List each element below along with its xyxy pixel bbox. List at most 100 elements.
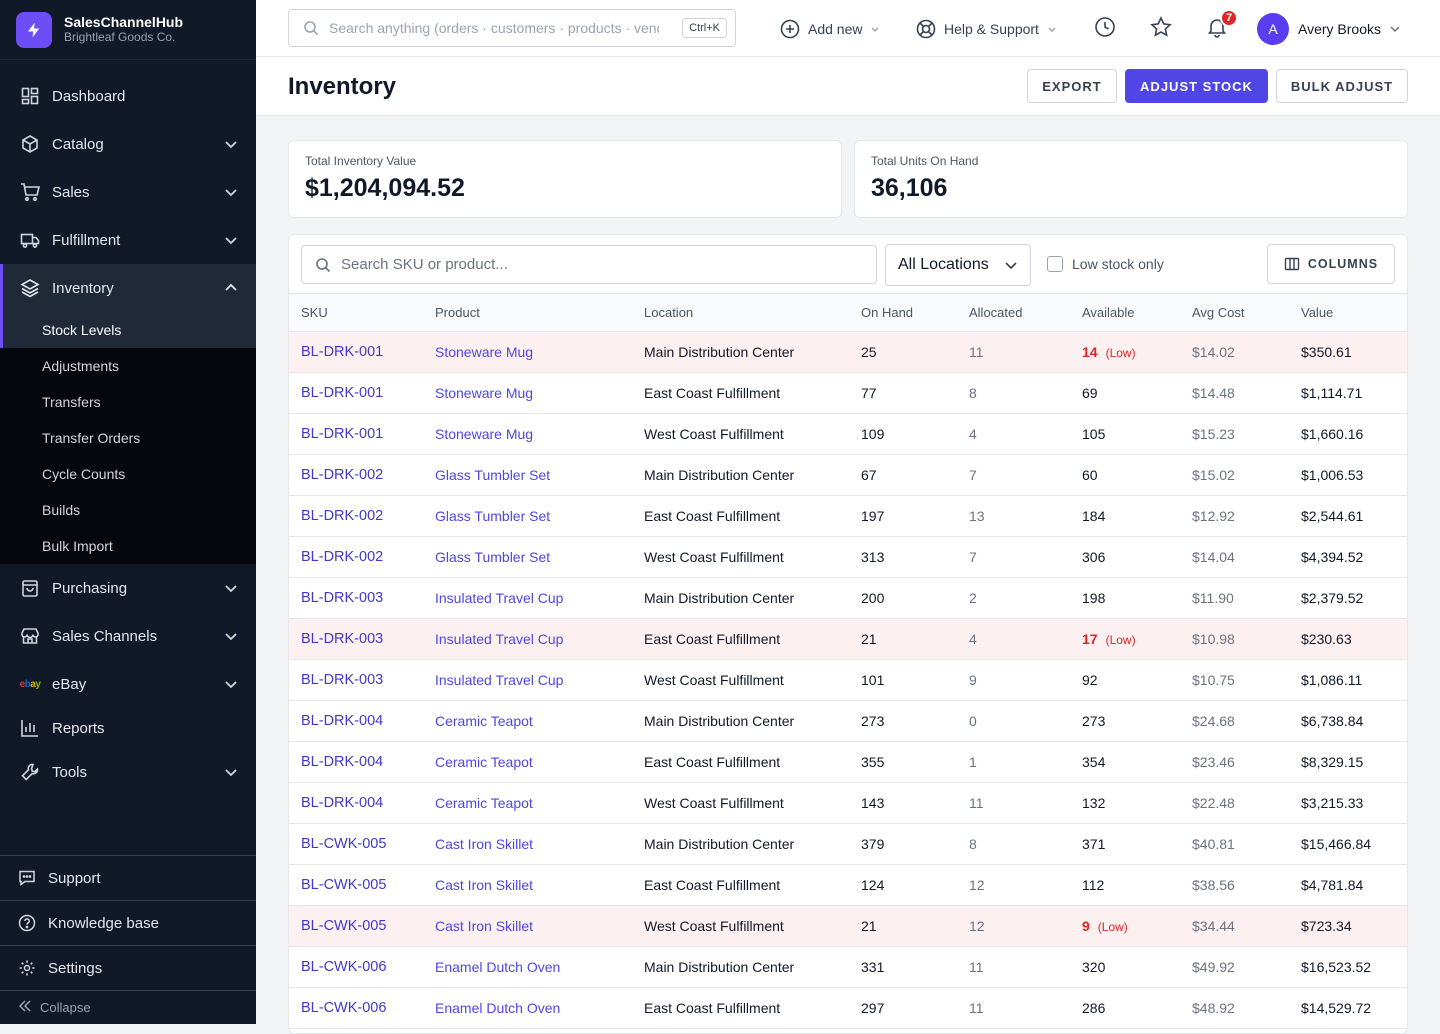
low-stock-toggle[interactable]: Low stock only (1047, 256, 1164, 272)
nav-tools[interactable]: Tools (0, 748, 256, 796)
cell-sku-link[interactable]: BL-CWK-005 (301, 876, 387, 893)
chevron-down-icon (225, 237, 237, 245)
brand[interactable]: SalesChannelHub Brightleaf Goods Co. (0, 0, 256, 60)
cell-sku-link[interactable]: BL-DRK-003 (301, 589, 384, 606)
subnav-adjustments[interactable]: Adjustments (42, 358, 120, 374)
header-available[interactable]: Available (1070, 294, 1180, 332)
global-search-input[interactable] (329, 20, 659, 36)
cell-product-link[interactable]: Ceramic Teapot (435, 794, 533, 811)
cell-product-link[interactable]: Stoneware Mug (435, 384, 534, 401)
cell-product-link[interactable]: Cast Iron Skillet (435, 876, 534, 893)
cell-sku-link[interactable]: BL-DRK-003 (301, 630, 384, 647)
table-row[interactable]: BL-DRK-003 Insulated Travel Cup Main Distr… (289, 577, 1407, 618)
table-row[interactable]: BL-DRK-002 Glass Tumbler Set Main Distribu… (289, 454, 1407, 495)
cell-sku-link[interactable]: BL-DRK-004 (301, 794, 384, 811)
cell-product-link[interactable]: Enamel Dutch Oven (435, 958, 561, 975)
cell-product-link[interactable]: Stoneware Mug (435, 425, 534, 442)
cell-sku-link[interactable]: BL-DRK-002 (301, 507, 384, 524)
nav-sales[interactable]: Sales (0, 168, 256, 216)
subnav-stock-levels[interactable]: Stock Levels (0, 312, 256, 348)
subnav-transfer-orders[interactable]: Transfer Orders (42, 430, 141, 446)
header-avg-cost[interactable]: Avg Cost (1180, 294, 1289, 332)
cell-product-link[interactable]: Glass Tumbler Set (435, 507, 551, 524)
table-row[interactable]: BL-DRK-002 Glass Tumbler Set East Coast Fu… (289, 495, 1407, 536)
subnav-cycle-counts[interactable]: Cycle Counts (42, 466, 126, 482)
cell-sku-link[interactable]: BL-DRK-001 (301, 384, 384, 401)
table-row[interactable]: BL-CWK-006 Enamel Dutch Oven East Coast Fu… (289, 987, 1407, 1028)
cell-product-link[interactable]: Ceramic Teapot (435, 753, 533, 770)
header-value[interactable]: Value (1289, 294, 1407, 332)
bulk-adjust-button[interactable]: BULK ADJUST (1276, 69, 1408, 103)
cell-sku-link[interactable]: BL-DRK-002 (301, 466, 384, 483)
history-button[interactable] (1094, 0, 1116, 57)
columns-button[interactable]: COLUMNS (1267, 244, 1395, 284)
header-location[interactable]: Location (632, 294, 849, 332)
cell-sku-link[interactable]: BL-DRK-003 (301, 671, 384, 688)
adjust-stock-button[interactable]: ADJUST STOCK (1125, 69, 1268, 103)
table-row[interactable]: BL-DRK-002 Glass Tumbler Set West Coast Fu… (289, 536, 1407, 577)
cell-sku-link[interactable]: BL-DRK-001 (301, 425, 384, 442)
table-row[interactable]: BL-CWK-005 Cast Iron Skillet West Coast Fu… (289, 905, 1407, 946)
location-select[interactable]: All Locations (885, 244, 1031, 286)
global-search[interactable]: Ctrl+K (288, 9, 736, 47)
subnav-builds[interactable]: Builds (42, 502, 81, 518)
nav-purchasing[interactable]: Purchasing (0, 564, 256, 612)
help-support-button[interactable]: Help & Support (916, 0, 1057, 57)
favorites-button[interactable] (1150, 0, 1172, 57)
table-row[interactable]: BL-DRK-004 Ceramic Teapot East Coast Fulfi… (289, 741, 1407, 782)
support-link[interactable]: Support (0, 856, 256, 901)
table-row[interactable]: BL-CWK-006 Enamel Dutch Oven Main Distribu… (289, 946, 1407, 987)
cell-sku-link[interactable]: BL-DRK-001 (301, 343, 384, 360)
cell-sku-link[interactable]: BL-DRK-002 (301, 548, 384, 565)
table-row[interactable]: BL-DRK-003 Insulated Travel Cup West Coast… (289, 659, 1407, 700)
header-on-hand[interactable]: On Hand (849, 294, 957, 332)
cell-value: $6,738.84 (1301, 712, 1364, 729)
cell-sku-link[interactable]: BL-CWK-006 (301, 958, 387, 975)
low-stock-checkbox[interactable] (1047, 256, 1063, 272)
collapse-button[interactable]: Collapse (0, 991, 256, 1024)
settings-link[interactable]: Settings (0, 946, 256, 991)
notifications-button[interactable]: 7 (1206, 0, 1238, 57)
table-row[interactable]: BL-DRK-003 Insulated Travel Cup East Coast… (289, 618, 1407, 659)
cell-product-link[interactable]: Glass Tumbler Set (435, 466, 551, 483)
subnav-transfers[interactable]: Transfers (42, 394, 101, 410)
cell-sku-link[interactable]: BL-CWK-005 (301, 917, 387, 934)
nav-dashboard[interactable]: Dashboard (0, 72, 256, 120)
table-row[interactable]: BL-DRK-004 Ceramic Teapot West Coast Fulfi… (289, 782, 1407, 823)
nav-reports[interactable]: Reports (0, 708, 256, 748)
nav-inventory[interactable]: Inventory (0, 264, 256, 312)
nav-sales-channels[interactable]: Sales Channels (0, 612, 256, 660)
cell-sku-link[interactable]: BL-DRK-004 (301, 753, 384, 770)
cell-product-link[interactable]: Cast Iron Skillet (435, 917, 534, 934)
subnav-bulk-import[interactable]: Bulk Import (42, 538, 113, 554)
add-new-button[interactable]: Add new (780, 0, 880, 57)
cell-product-link[interactable]: Insulated Travel Cup (435, 589, 564, 606)
header-product[interactable]: Product (423, 294, 632, 332)
cell-sku-link[interactable]: BL-CWK-006 (301, 999, 387, 1016)
nav-catalog[interactable]: Catalog (0, 120, 256, 168)
sku-search[interactable] (301, 245, 877, 284)
cell-product-link[interactable]: Insulated Travel Cup (435, 630, 564, 647)
sku-search-input[interactable] (341, 256, 841, 273)
table-row[interactable]: BL-DRK-001 Stoneware Mug West Coast Fulfil… (289, 413, 1407, 454)
cell-product-link[interactable]: Ceramic Teapot (435, 712, 533, 729)
table-row[interactable]: BL-DRK-001 Stoneware Mug East Coast Fulfil… (289, 372, 1407, 413)
table-row[interactable]: BL-DRK-001 Stoneware Mug Main Distribution… (289, 331, 1407, 372)
cell-product-link[interactable]: Cast Iron Skillet (435, 835, 534, 852)
cell-product-link[interactable]: Insulated Travel Cup (435, 671, 564, 688)
header-allocated[interactable]: Allocated (957, 294, 1070, 332)
export-button[interactable]: EXPORT (1027, 69, 1117, 103)
cell-sku-link[interactable]: BL-CWK-005 (301, 835, 387, 852)
table-row[interactable]: BL-CWK-005 Cast Iron Skillet Main Distribu… (289, 823, 1407, 864)
nav-fulfillment[interactable]: Fulfillment (0, 216, 256, 264)
user-menu[interactable]: A Avery Brooks (1257, 0, 1401, 57)
table-row[interactable]: BL-DRK-004 Ceramic Teapot Main Distributio… (289, 700, 1407, 741)
table-row[interactable]: BL-CWK-005 Cast Iron Skillet East Coast Fu… (289, 864, 1407, 905)
cell-product-link[interactable]: Stoneware Mug (435, 343, 534, 360)
knowledge-base-link[interactable]: Knowledge base (0, 901, 256, 946)
cell-product-link[interactable]: Enamel Dutch Oven (435, 999, 561, 1016)
cell-product-link[interactable]: Glass Tumbler Set (435, 548, 551, 565)
header-sku[interactable]: SKU (289, 294, 423, 332)
cell-sku-link[interactable]: BL-DRK-004 (301, 712, 384, 729)
